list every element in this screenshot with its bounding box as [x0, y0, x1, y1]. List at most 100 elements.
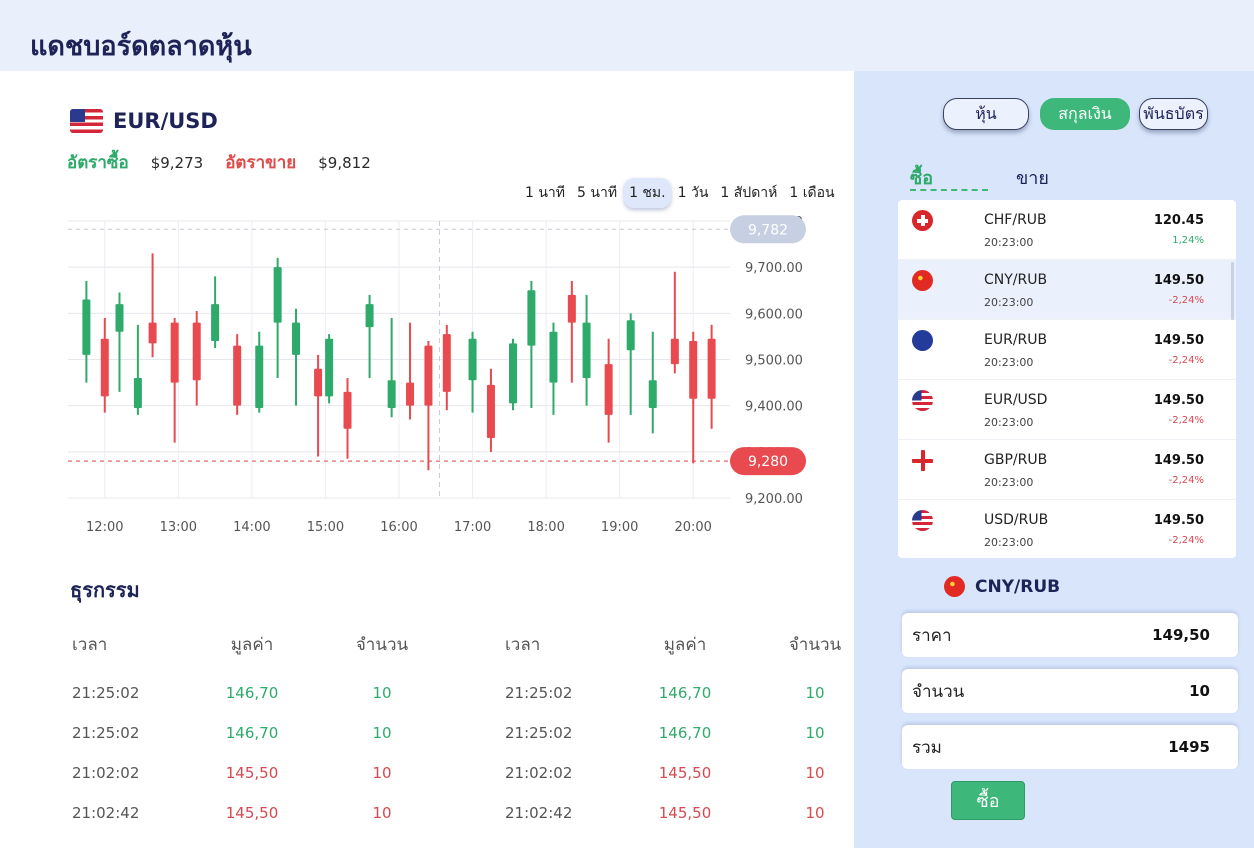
candle-body [604, 364, 613, 415]
trade-qty: 10 [372, 684, 392, 702]
quantity-field[interactable]: จำนวน 10 [902, 669, 1238, 713]
x-tick-label: 15:00 [307, 520, 344, 535]
trade-time: 21:02:42 [72, 804, 140, 822]
x-tick-label: 16:00 [380, 520, 417, 535]
buy-rate-value: $9,273 [150, 154, 204, 172]
candle-body [292, 322, 301, 355]
quantity-label: จำนวน [912, 681, 965, 702]
x-tick-label: 17:00 [454, 520, 491, 535]
rates: อัตราซื้อ $9,273 อัตราขาย $9,812 [67, 149, 393, 176]
candle-body [211, 304, 220, 342]
timeframe-5[interactable]: 1 เดือน [789, 185, 835, 201]
watchlist-item[interactable]: GBP/RUB 20:23:00 149.50 -2,24% [898, 440, 1236, 500]
tab-buy[interactable]: ซื้อ [910, 163, 988, 191]
timeframe-0[interactable]: 1 นาที [525, 185, 566, 201]
page-title: แดชบอร์ดตลาดหุ้น [30, 31, 252, 62]
candle-body [365, 304, 374, 328]
candle-body [343, 391, 352, 429]
top-bar: แดชบอร์ดตลาดหุ้น [0, 0, 1254, 71]
header-time: เวลา [72, 635, 108, 655]
watchlist-time: 20:23:00 [984, 236, 1034, 249]
lower-marker-pill [730, 447, 806, 476]
price-value: 149,50 [1152, 626, 1210, 644]
table-row: 21:25:02 146,70 10 [72, 713, 452, 753]
trade-time: 21:25:02 [72, 724, 140, 742]
watchlist-item[interactable]: CHF/RUB 20:23:00 120.45 1,24% [898, 200, 1236, 260]
watchlist-time: 20:23:00 [984, 356, 1034, 369]
eu-flag-icon [912, 330, 933, 351]
price-field[interactable]: ราคา 149,50 [902, 613, 1238, 657]
tab-sell[interactable]: ขาย [1016, 168, 1049, 189]
trade-value: 145,50 [658, 764, 712, 782]
china-flag-icon [912, 270, 933, 291]
watchlist-price: 120.45 [1153, 213, 1204, 228]
trade-time: 21:02:02 [72, 764, 140, 782]
timeframe-3[interactable]: 1 วัน [677, 185, 709, 201]
lower-marker-label: 9,280 [748, 454, 788, 470]
y-tick-label: 9,500.00 [745, 354, 803, 369]
trade-value: 146,70 [658, 684, 712, 702]
candle-body [325, 338, 334, 397]
x-tick-label: 20:00 [674, 520, 711, 535]
watchlist-time: 20:23:00 [984, 296, 1034, 309]
us-flag-icon [70, 109, 103, 133]
watchlist-price: 149.50 [1153, 513, 1204, 528]
buy-button[interactable]: ซื้อ [951, 781, 1025, 820]
watchlist-item[interactable]: EUR/RUB 20:23:00 149.50 -2,24% [898, 320, 1236, 380]
timeframe-2[interactable]: 1 ชม. [624, 178, 671, 208]
candle-body [148, 322, 157, 344]
watchlist-symbol: CNY/RUB [984, 272, 1048, 288]
x-tick-label: 18:00 [527, 520, 564, 535]
candle-body [442, 334, 451, 392]
tab-currency[interactable]: สกุลเงิน [1040, 98, 1130, 130]
watchlist-price: 149.50 [1153, 453, 1204, 468]
candle-body [115, 304, 124, 332]
watchlist-change: -2,24% [1168, 415, 1204, 426]
table-row: 21:02:42 145,50 10 [505, 793, 885, 833]
candle-body [486, 384, 495, 438]
watchlist-symbol: CHF/RUB [984, 212, 1047, 228]
table-row: 21:02:42 145,50 10 [72, 793, 452, 833]
trade-time: 21:25:02 [72, 684, 140, 702]
watchlist-item[interactable]: CNY/RUB 20:23:00 149.50 -2,24% [898, 260, 1236, 320]
tab-stocks[interactable]: หุ้น [943, 98, 1029, 130]
table-row: 21:02:02 145,50 10 [505, 753, 885, 793]
watchlist-price: 149.50 [1153, 393, 1204, 408]
trade-value: 145,50 [658, 804, 712, 822]
us-flag-icon [912, 510, 933, 531]
trade-qty: 10 [805, 684, 825, 702]
y-tick-label: 9,600.00 [745, 307, 803, 322]
header-time: เวลา [505, 635, 541, 655]
sell-rate-value: $9,812 [318, 154, 371, 172]
watchlist-symbol: EUR/USD [984, 392, 1048, 408]
trades-title: ธุรกรรม [70, 578, 140, 602]
trade-value: 145,50 [225, 804, 279, 822]
timeframe-4[interactable]: 1 สัปดาห์ [720, 185, 778, 201]
selected-pair: CNY/RUB [944, 576, 1060, 597]
trade-time: 21:02:02 [505, 764, 573, 782]
watchlist-scrollbar[interactable] [1231, 262, 1234, 320]
candle-body [527, 290, 536, 346]
x-tick-label: 19:00 [601, 520, 638, 535]
candle-body [549, 331, 558, 383]
buy-sell-tabs: ซื้อ ขาย [910, 163, 1049, 192]
candle-body [255, 345, 264, 408]
tab-bonds[interactable]: พันธบัตร [1139, 98, 1208, 130]
candle-body [707, 338, 716, 399]
watchlist-item[interactable]: EUR/USD 20:23:00 149.50 -2,24% [898, 380, 1236, 440]
order-sidebar: หุ้น สกุลเงิน พันธบัตร ซื้อ ขาย CHF/RUB 2… [854, 71, 1254, 848]
candle-body [387, 380, 396, 408]
header-qty: จำนวน [788, 635, 842, 655]
watchlist: CHF/RUB 20:23:00 120.45 1,24% CNY/RUB 20:23:0… [898, 200, 1236, 558]
trade-time: 21:25:02 [505, 684, 573, 702]
watchlist-change: -2,24% [1168, 535, 1204, 546]
pair-name: EUR/USD [113, 109, 218, 133]
watchlist-symbol: EUR/RUB [984, 332, 1048, 348]
candle-body [626, 320, 635, 351]
watchlist-symbol: USD/RUB [984, 512, 1049, 528]
candle-body [273, 267, 282, 323]
upper-marker-pill [730, 215, 806, 244]
header-value: มูลค่า [663, 635, 707, 655]
watchlist-item[interactable]: USD/RUB 20:23:00 149.50 -2,24% [898, 500, 1236, 558]
timeframe-1[interactable]: 5 นาที [577, 185, 618, 201]
